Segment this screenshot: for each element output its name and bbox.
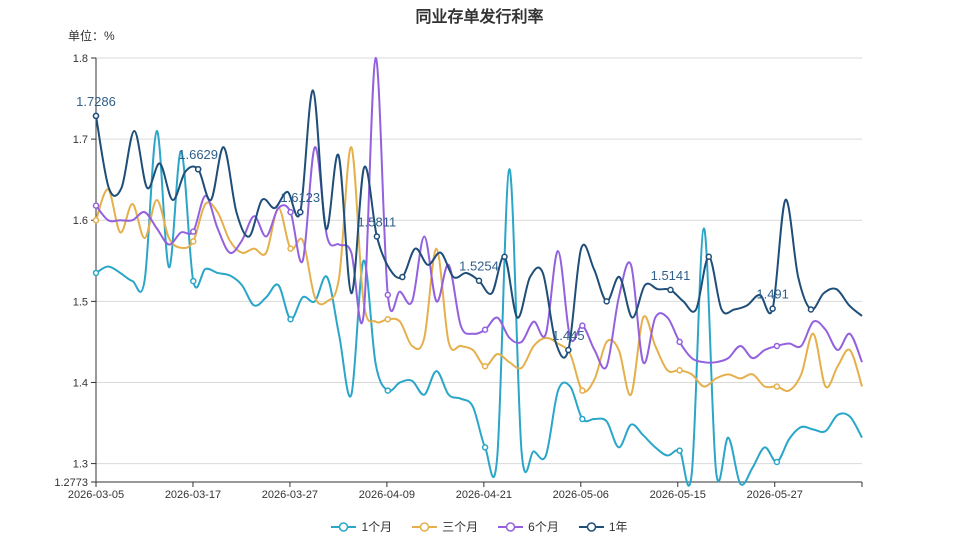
legend-swatch-icon	[331, 521, 357, 532]
labeled-point	[769, 305, 776, 312]
legend-label: 三个月	[442, 520, 479, 534]
x-tick-label: 2026-03-27	[262, 489, 318, 501]
data-point	[481, 444, 489, 451]
data-point	[384, 291, 392, 299]
y-tick-label: 1.5	[73, 296, 88, 308]
data-point	[384, 315, 392, 323]
legend: 1个月 三个月 6个月 1年	[0, 518, 959, 535]
data-point	[190, 277, 197, 285]
legend-item[interactable]: 6个月	[498, 518, 559, 535]
x-tick-label: 2026-05-27	[747, 489, 803, 501]
data-point	[399, 273, 406, 281]
data-point	[807, 306, 815, 313]
legend-item[interactable]: 1个月	[331, 518, 392, 535]
data-point	[676, 367, 683, 374]
data-point	[92, 202, 100, 209]
legend-label: 1个月	[361, 520, 393, 534]
data-label: 1.6123	[280, 190, 320, 205]
legend-item[interactable]: 1年	[578, 518, 628, 535]
labeled-point	[373, 233, 381, 240]
unit-label: 单位：%	[68, 29, 115, 43]
data-point	[190, 228, 197, 235]
x-tick-label: 2026-03-05	[68, 489, 124, 501]
chart-title: 同业存单发行利率	[415, 9, 544, 26]
x-tick-label: 2026-05-15	[650, 489, 706, 501]
series-line-三个月	[95, 146, 863, 396]
data-point	[705, 253, 713, 260]
labeled-point	[565, 346, 572, 354]
y-tick-label: 1.7	[73, 134, 88, 146]
data-point	[287, 208, 294, 216]
data-point	[287, 245, 294, 252]
series-line-6个月	[95, 56, 863, 370]
legend-label: 6个月	[528, 520, 559, 534]
data-point	[579, 387, 586, 394]
data-point	[481, 326, 489, 333]
data-point	[773, 458, 781, 466]
data-point	[773, 383, 781, 390]
legend-item[interactable]: 三个月	[412, 518, 478, 535]
data-point	[501, 253, 508, 260]
labeled-point	[297, 208, 304, 216]
legend-swatch-icon	[578, 521, 604, 532]
data-point	[676, 338, 683, 346]
data-point	[579, 415, 586, 423]
y-tick-label: 1.8	[73, 53, 88, 65]
data-point	[92, 269, 100, 277]
data-point	[676, 447, 683, 454]
data-point	[287, 315, 294, 323]
y-tick-label: 1.6	[73, 215, 88, 227]
data-label: 1.5141	[651, 268, 691, 283]
data-label: 1.5254	[459, 259, 499, 274]
labeled-point	[92, 112, 100, 120]
legend-swatch-icon	[498, 521, 524, 532]
x-tick-label: 2026-05-06	[553, 489, 609, 501]
data-point	[384, 387, 392, 394]
x-tick-label: 2026-04-21	[456, 489, 512, 501]
data-label: 1.6629	[178, 147, 218, 162]
labeled-point	[194, 165, 202, 173]
data-label: 1.5811	[357, 214, 396, 229]
series-line-1个月	[95, 129, 863, 487]
data-point	[603, 298, 610, 305]
data-label: 1.491	[756, 287, 789, 302]
data-label: 1.7286	[76, 94, 116, 109]
x-tick-label: 2026-03-17	[165, 489, 221, 501]
data-point	[773, 342, 781, 350]
data-label: 1.445	[552, 328, 585, 343]
data-point	[481, 362, 489, 370]
data-point	[92, 216, 100, 224]
legend-label: 1年	[608, 520, 628, 534]
data-point	[579, 322, 586, 329]
x-tick-label: 2026-04-09	[359, 489, 415, 501]
series-line-1年	[95, 89, 863, 359]
y-min-label: 1.2773	[54, 477, 88, 489]
y-tick-label: 1.4	[73, 377, 88, 389]
labeled-point	[475, 277, 483, 284]
labeled-point	[667, 286, 674, 294]
legend-swatch-icon	[412, 521, 438, 532]
y-tick-label: 1.3	[73, 459, 88, 471]
data-point	[190, 238, 197, 245]
